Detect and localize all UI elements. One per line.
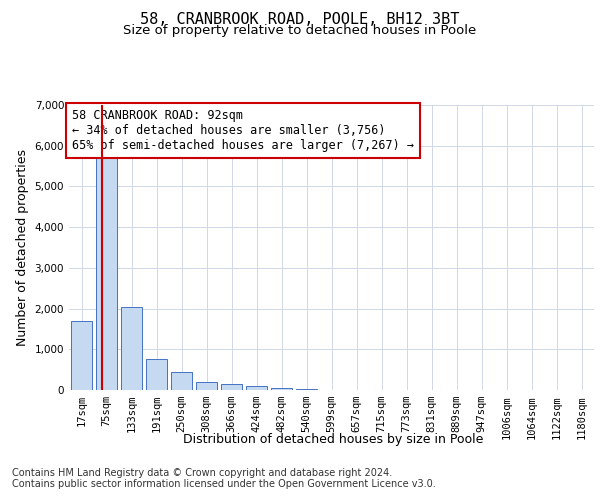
Y-axis label: Number of detached properties: Number of detached properties — [16, 149, 29, 346]
Bar — [71, 321, 92, 390]
Bar — [146, 360, 167, 390]
Bar — [271, 388, 292, 390]
Text: Distribution of detached houses by size in Poole: Distribution of detached houses by size … — [183, 432, 483, 446]
Bar — [96, 126, 117, 390]
Bar — [221, 384, 242, 390]
Bar — [121, 306, 142, 390]
Bar — [246, 386, 267, 390]
Bar — [196, 382, 217, 390]
Text: 58, CRANBROOK ROAD, POOLE, BH12 3BT: 58, CRANBROOK ROAD, POOLE, BH12 3BT — [140, 12, 460, 28]
Text: 58 CRANBROOK ROAD: 92sqm
← 34% of detached houses are smaller (3,756)
65% of sem: 58 CRANBROOK ROAD: 92sqm ← 34% of detach… — [71, 110, 413, 152]
Bar — [296, 389, 317, 390]
Text: Contains public sector information licensed under the Open Government Licence v3: Contains public sector information licen… — [12, 479, 436, 489]
Text: Size of property relative to detached houses in Poole: Size of property relative to detached ho… — [124, 24, 476, 37]
Bar — [171, 372, 192, 390]
Text: Contains HM Land Registry data © Crown copyright and database right 2024.: Contains HM Land Registry data © Crown c… — [12, 468, 392, 477]
